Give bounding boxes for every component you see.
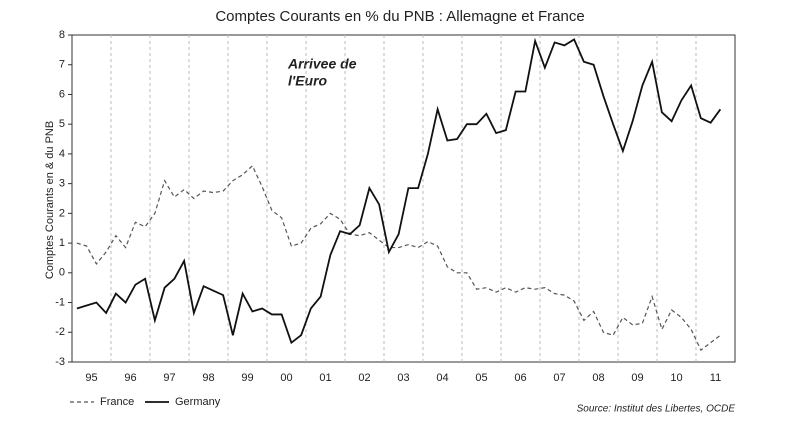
- y-tick-label: -3: [55, 356, 65, 368]
- annotation: Arrivee de: [287, 56, 357, 72]
- x-tick-label: 08: [592, 372, 604, 384]
- x-tick-label: 95: [85, 372, 97, 384]
- x-tick-label: 97: [163, 372, 175, 384]
- y-tick-label: -1: [55, 296, 65, 308]
- x-tick-label: 00: [280, 372, 292, 384]
- x-tick-label: 06: [514, 372, 526, 384]
- y-axis-label: Comptes Courants en & du PNB: [44, 121, 56, 279]
- y-tick-label: 0: [59, 267, 65, 279]
- y-tick-label: 6: [59, 88, 65, 100]
- x-tick-label: 02: [358, 372, 370, 384]
- x-tick-label: 01: [319, 372, 331, 384]
- y-tick-label: -2: [55, 326, 65, 338]
- x-tick-label: 96: [124, 372, 136, 384]
- annotation: l'Euro: [288, 73, 328, 89]
- source: Source: Institut des Libertes, OCDE: [577, 404, 736, 415]
- y-tick-label: 3: [59, 178, 65, 190]
- y-tick-label: 5: [59, 118, 65, 130]
- y-tick-label: 4: [59, 148, 65, 160]
- series-line: [76, 37, 722, 345]
- x-tick-label: 11: [710, 372, 721, 384]
- x-tick-label: 04: [436, 372, 448, 384]
- x-tick-label: 07: [553, 372, 565, 384]
- x-tick-label: 10: [670, 372, 682, 384]
- x-tick-label: 03: [397, 372, 409, 384]
- series-line: [76, 164, 721, 352]
- x-tick-label: 98: [202, 372, 214, 384]
- y-tick-label: 7: [59, 59, 65, 71]
- y-tick-label: 8: [59, 29, 65, 41]
- legend-label: France: [100, 396, 134, 408]
- legend-label: Germany: [175, 396, 221, 408]
- x-tick-label: 09: [631, 372, 643, 384]
- x-tick-label: 99: [241, 372, 253, 384]
- x-tick-label: 05: [475, 372, 487, 384]
- y-tick-label: 2: [59, 207, 65, 219]
- y-tick-label: 1: [59, 237, 65, 249]
- chart-title: Comptes Courants en % du PNB : Allemagne…: [215, 8, 584, 25]
- plot-frame: [71, 34, 736, 363]
